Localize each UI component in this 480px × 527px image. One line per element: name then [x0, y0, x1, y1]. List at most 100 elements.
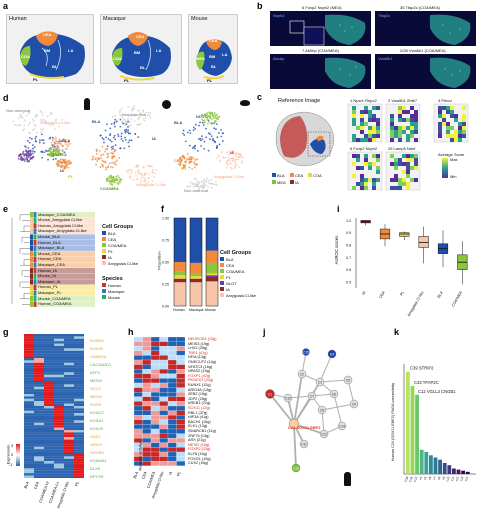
c-tile-cell: [442, 114, 446, 118]
c-tile-cell: [390, 130, 394, 134]
c-tile-cell: [398, 130, 402, 134]
d-umap-point: [99, 134, 102, 137]
c-tile-cell: [368, 110, 372, 114]
d-umap-point: [232, 157, 235, 160]
g-gene-label: SCG2: [90, 386, 101, 391]
d-umap-point: [118, 111, 121, 114]
c-tile-cell: [368, 138, 372, 142]
d-umap-point: [196, 149, 199, 152]
g-heat-cell: [64, 348, 74, 351]
d-umap-point: [117, 182, 120, 185]
d-umap-point: [57, 146, 59, 149]
g-heat-cell: [44, 379, 54, 382]
c-tile-cell: [402, 130, 406, 134]
d-human-pl: PL: [68, 174, 74, 179]
h-heat-cell: [159, 447, 169, 453]
d-umap-point: [58, 142, 61, 145]
h-heat-cell: [176, 442, 186, 448]
mouse-amygdala-svg: [196, 39, 232, 80]
d-umap-point: [50, 146, 53, 149]
c-tile-cell: [364, 134, 368, 138]
h-heat-cell: [150, 392, 160, 397]
h-heat-cell: [142, 447, 152, 453]
d-umap-point: [31, 118, 34, 121]
c-tile-cell: [376, 118, 380, 122]
c-tile-cell: [410, 114, 414, 118]
e-row-bg: [37, 217, 95, 223]
d-umap-point: [49, 124, 52, 127]
g-heat-cell: [54, 427, 64, 430]
g-heat-cell: [44, 403, 54, 406]
g-heat-cell: [74, 422, 84, 426]
d-umap-point: [198, 181, 201, 184]
c-tile-cell: [364, 162, 368, 166]
g-heat-cell: [74, 408, 84, 411]
k-xtick: c13: [459, 476, 465, 482]
d-umap-point: [46, 115, 49, 118]
g-heat-cell: [44, 334, 54, 337]
d-umap-point: [193, 177, 196, 180]
d-mouse-nonneuronal: Non-neuronal: [184, 188, 209, 193]
f-bar-outline: [189, 217, 203, 307]
d-umap-point: [109, 139, 112, 142]
d-umap-point: [189, 185, 192, 188]
d-umap-point: [227, 159, 230, 162]
g-heat-cell: [74, 350, 84, 354]
h-heat-cell: [167, 346, 177, 351]
h-heat-cell: [176, 424, 186, 430]
g-heat-cell: [64, 401, 74, 404]
d-umap-point: [151, 180, 154, 182]
g-heat-cell: [64, 444, 74, 447]
d-umap-point: [129, 168, 131, 171]
d-umap-point: [122, 122, 125, 125]
g-heat-cell: [74, 463, 84, 466]
d-umap-point: [101, 145, 104, 148]
h-heat-cell: [142, 382, 152, 388]
d-umap-point: [213, 122, 216, 124]
d-umap-point: [125, 130, 128, 133]
g-heat-cell: [24, 372, 34, 375]
d-umap-point: [113, 125, 116, 128]
h-heat-cell: [142, 364, 152, 370]
d-umap-point: [216, 115, 219, 118]
c-tile-cell: [438, 110, 442, 114]
c-tile-cell: [462, 106, 466, 110]
f-legend-item: Amygdala Cl-like: [220, 293, 256, 298]
d-umap-point: [123, 129, 126, 132]
h-heat-cell: [133, 401, 143, 407]
e-cellgroup-cell: [30, 262, 33, 268]
d-umap-point: [135, 165, 137, 168]
e-cellgroup-cell: [30, 279, 33, 285]
c-tile-cell: [462, 122, 466, 126]
panel-h: BLA CEA COA/MEA Amygdala Cl-like IA PL NEUROD…: [128, 334, 258, 526]
c-tile-cell: [446, 122, 450, 126]
e-legend-species: Human Macaque Mouse: [102, 283, 156, 307]
h-gene-label: ARX (21g): [188, 438, 206, 443]
c-tile-cell: [446, 126, 450, 130]
d-umap-point: [25, 114, 28, 117]
d-umap-point: [31, 128, 34, 131]
d-umap-point: [41, 111, 43, 114]
f-xtick: Human: [173, 308, 185, 312]
d-umap-point: [207, 115, 209, 118]
g-heat-cell: [34, 451, 44, 454]
d-umap-point: [28, 132, 31, 135]
d-umap-point: [203, 183, 205, 186]
d-umap-point: [139, 173, 142, 175]
f-bar-ia: [206, 276, 218, 282]
e-row-label: Human_COA/MEA: [38, 301, 72, 307]
g-heat-cell: [34, 410, 44, 414]
g-heat-cell: [44, 389, 54, 392]
d-umap-point: [201, 118, 204, 121]
g-heat-cell: [24, 437, 34, 440]
g-heat-cell: [54, 473, 64, 476]
f-legend-item: CEA: [220, 263, 234, 268]
h-heat-cell: [167, 401, 177, 407]
g-heat-cell: [24, 343, 34, 346]
k-bar: [447, 465, 452, 474]
d-umap-point: [42, 127, 44, 130]
k-bar: [438, 459, 442, 474]
d-umap-point: [214, 117, 216, 119]
human-silhouette-icon: [84, 98, 90, 110]
d-umap-point: [194, 123, 197, 126]
